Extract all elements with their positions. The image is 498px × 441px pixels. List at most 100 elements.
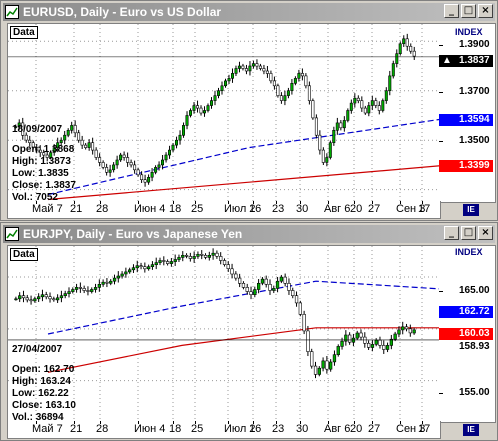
candle: [382, 340, 386, 354]
candle: [314, 114, 318, 139]
candle: [409, 43, 413, 54]
candle: [199, 105, 203, 116]
date-label: 27: [368, 423, 381, 435]
date-tick: [74, 201, 75, 204]
candle: [359, 329, 363, 341]
date-tick: [372, 421, 373, 424]
date-tick: [100, 201, 101, 204]
candle: [342, 116, 346, 132]
eurjpy-data-label: Data: [10, 248, 38, 261]
close-button[interactable]: ×: [478, 226, 493, 240]
candle: [262, 64, 266, 75]
candle: [253, 286, 257, 298]
ma-slow-tag: 1.3399: [439, 160, 493, 172]
date-label: Авг 6: [324, 203, 351, 215]
candle: [131, 264, 136, 273]
maximize-button[interactable]: □: [461, 226, 476, 240]
candle: [17, 119, 21, 130]
candle: [363, 105, 367, 115]
date-tick: [328, 421, 329, 424]
candle: [302, 310, 306, 335]
candle: [306, 325, 310, 357]
eurusd-titlebar[interactable]: EURUSD, Daily - Euro vs US Dollar _ □ ×: [3, 3, 495, 21]
date-label: 25: [191, 423, 204, 435]
candle: [38, 145, 42, 158]
candle: [356, 95, 360, 104]
date-label: 30: [296, 423, 309, 435]
date-tick: [195, 201, 196, 204]
ytick: [439, 393, 443, 394]
price-label-3: 1.3700: [459, 86, 490, 97]
date-label: Авг 6: [324, 423, 351, 435]
eurjpy-candles: [8, 246, 440, 422]
candle: [210, 97, 214, 109]
date-label: 28: [96, 203, 109, 215]
date-label: Сен 3: [396, 203, 426, 215]
price-label-1: 1.3900: [459, 39, 490, 50]
candle: [196, 251, 200, 259]
date-tick: [138, 201, 139, 204]
candle: [344, 330, 348, 346]
candle: [185, 111, 189, 130]
last-price-value: 1.3837: [459, 55, 490, 66]
maximize-button[interactable]: □: [461, 4, 476, 18]
candle: [360, 96, 364, 112]
candle: [405, 33, 409, 51]
candle: [402, 35, 406, 47]
candle: [300, 68, 304, 81]
candle: [311, 98, 315, 120]
candle: [298, 300, 303, 317]
candle: [339, 120, 343, 131]
date-tick: [276, 201, 277, 204]
eurjpy-plot-area[interactable]: Data 27/04/2007 Open: 162.70 High: 163.2…: [7, 245, 441, 423]
candle: [126, 152, 130, 167]
candle: [80, 135, 84, 149]
date-tick: [100, 421, 101, 424]
date-tick: [354, 421, 355, 424]
minimize-button[interactable]: _: [444, 226, 459, 240]
info-high: High: 1.3873: [12, 156, 71, 167]
candle: [353, 93, 357, 108]
date-label: 21: [70, 423, 83, 435]
candle: [59, 137, 63, 146]
candle: [82, 285, 86, 294]
date-tick: [36, 201, 37, 204]
eurjpy-titlebar[interactable]: EURJPY, Daily - Euro vs Japanese Yen _ □…: [3, 225, 495, 243]
candle: [158, 257, 162, 266]
candle: [378, 336, 382, 349]
last-price-arrow-icon: ▲: [442, 55, 452, 66]
eurusd-plot-area[interactable]: Data 18/09/2007 Open: 1.3868 High: 1.387…: [7, 23, 441, 203]
eurjpy-corner-button[interactable]: IE: [463, 424, 479, 436]
candle: [393, 331, 397, 342]
date-label: 17: [418, 423, 431, 435]
candle: [215, 250, 219, 259]
candle: [87, 139, 91, 151]
candle: [226, 261, 230, 272]
candle: [115, 155, 119, 169]
candle: [269, 70, 273, 84]
candle: [154, 257, 158, 270]
date-label: 16: [249, 423, 262, 435]
candle: [56, 137, 60, 153]
candle: [63, 130, 67, 145]
candle: [241, 281, 246, 290]
ma-fast-tag: 1.3594: [439, 114, 493, 126]
eurusd-corner-button[interactable]: IE: [463, 204, 479, 216]
candle: [93, 283, 98, 293]
date-label: 20: [350, 203, 363, 215]
candle: [332, 350, 337, 366]
close-button[interactable]: ×: [478, 4, 493, 18]
candle: [325, 355, 329, 374]
candle: [129, 159, 133, 168]
candle: [120, 271, 124, 279]
candle: [74, 283, 79, 293]
eurusd-chart-window: EURUSD, Daily - Euro vs US Dollar _ □ × …: [0, 0, 498, 221]
candle: [283, 90, 287, 106]
minimize-button[interactable]: _: [444, 4, 459, 18]
candle: [335, 117, 339, 135]
eurusd-price-scale[interactable]: INDEX 1.3900 ▲ 1.3837 1.3700 1.3594 1.35…: [439, 23, 496, 203]
eurusd-time-axis[interactable]: Май 7 21 28 Июн 4 18 25 Июл 2 16 23 30 Авг 6 20 27 Се…: [7, 201, 441, 219]
eurjpy-price-scale[interactable]: INDEX 165.00 162.72 160.03 158.93 155.00: [439, 245, 496, 423]
eurjpy-time-axis[interactable]: Май 7 21 28 Июн 4 18 25 Июл 2 16 23 30 Авг 6 20 27 Се…: [7, 421, 441, 439]
candle: [59, 290, 64, 303]
